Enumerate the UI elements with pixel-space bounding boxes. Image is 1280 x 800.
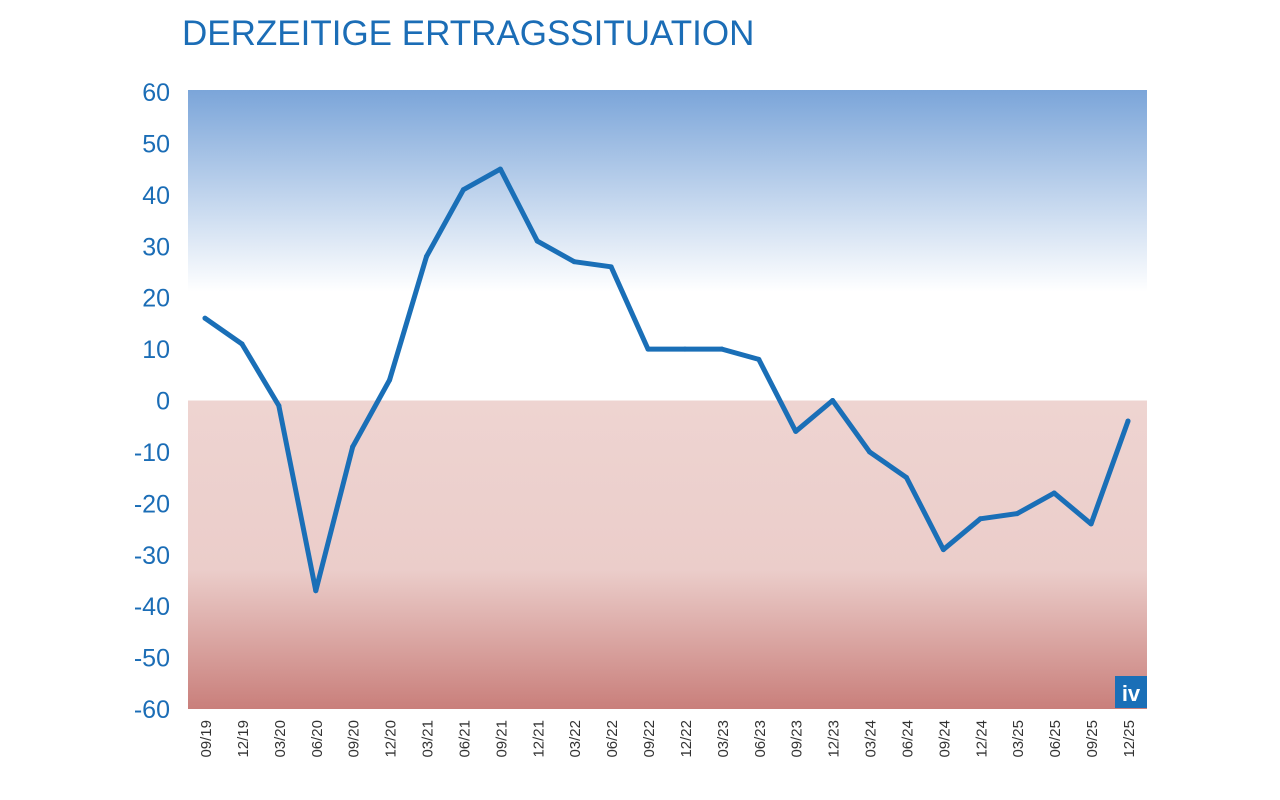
x-tick-label: 09/25 [1084, 720, 1101, 758]
y-tick-label: -10 [134, 439, 170, 467]
data-point [276, 403, 282, 409]
x-tick-label: 12/24 [973, 720, 990, 758]
data-point [239, 341, 245, 347]
data-point [682, 346, 688, 352]
data-point [424, 254, 430, 260]
x-tick-label: 03/22 [567, 720, 584, 758]
data-point [350, 444, 356, 450]
x-tick-label: 03/21 [420, 720, 437, 758]
y-tick-label: -30 [134, 542, 170, 570]
data-point [313, 588, 319, 594]
x-tick-label: 09/22 [641, 720, 658, 758]
y-tick-label: 30 [142, 233, 170, 261]
x-tick-label: 06/23 [752, 720, 769, 758]
positive-background [188, 90, 1147, 401]
chart-title: DERZEITIGE ERTRAGSSITUATION [182, 14, 755, 53]
series-line [202, 166, 1131, 594]
x-tick-label: 09/24 [936, 720, 953, 758]
data-point [756, 356, 762, 362]
data-point [497, 166, 503, 172]
data-point [1014, 511, 1020, 517]
data-point [1088, 521, 1094, 527]
x-tick-label: 12/20 [383, 720, 400, 758]
x-tick-label: 06/25 [1047, 720, 1064, 758]
y-tick-label: -60 [134, 696, 170, 724]
x-tick-label: 03/20 [272, 720, 289, 758]
data-point [534, 238, 540, 244]
data-point [608, 264, 614, 270]
data-point [387, 377, 393, 383]
data-point [977, 516, 983, 522]
data-point [460, 187, 466, 193]
y-tick-label: 0 [156, 388, 170, 416]
data-point [571, 259, 577, 265]
x-tick-label: 09/20 [346, 720, 363, 758]
data-point [645, 346, 651, 352]
x-tick-label: 12/22 [678, 720, 695, 758]
y-tick-label: 60 [142, 79, 170, 107]
x-tick-label: 03/23 [715, 720, 732, 758]
data-point [1125, 418, 1131, 424]
y-tick-label: 50 [142, 130, 170, 158]
y-tick-label: -20 [134, 490, 170, 518]
x-tick-label: 06/24 [899, 720, 916, 758]
y-tick-label: 40 [142, 182, 170, 210]
x-tick-label: 06/21 [456, 720, 473, 758]
x-tick-label: 09/23 [789, 720, 806, 758]
data-point [830, 398, 836, 403]
data-point [903, 475, 909, 481]
x-tick-label: 09/19 [198, 720, 215, 758]
y-tick-label: 10 [142, 336, 170, 364]
data-point [719, 346, 725, 352]
negative-background [188, 400, 1147, 709]
y-tick-label: 20 [142, 285, 170, 313]
data-point [940, 547, 946, 553]
x-tick-label: 12/23 [826, 720, 843, 758]
y-tick-label: -40 [134, 593, 170, 621]
x-tick-label: 06/22 [604, 720, 621, 758]
iv-logo: iv [1115, 676, 1147, 708]
svg-text:iv: iv [1122, 681, 1141, 706]
x-tick-label: 12/21 [530, 720, 547, 758]
data-point [202, 315, 208, 321]
x-tick-label: 09/21 [493, 720, 510, 758]
x-tick-label: 03/24 [863, 720, 880, 758]
data-point [867, 449, 873, 455]
y-tick-label: -50 [134, 645, 170, 673]
x-tick-label: 03/25 [1010, 720, 1027, 758]
x-tick-label: 06/20 [309, 720, 326, 758]
x-tick-label: 12/25 [1121, 720, 1138, 758]
data-point [793, 428, 799, 434]
data-point [1051, 490, 1057, 496]
x-tick-label: 12/19 [235, 720, 252, 758]
